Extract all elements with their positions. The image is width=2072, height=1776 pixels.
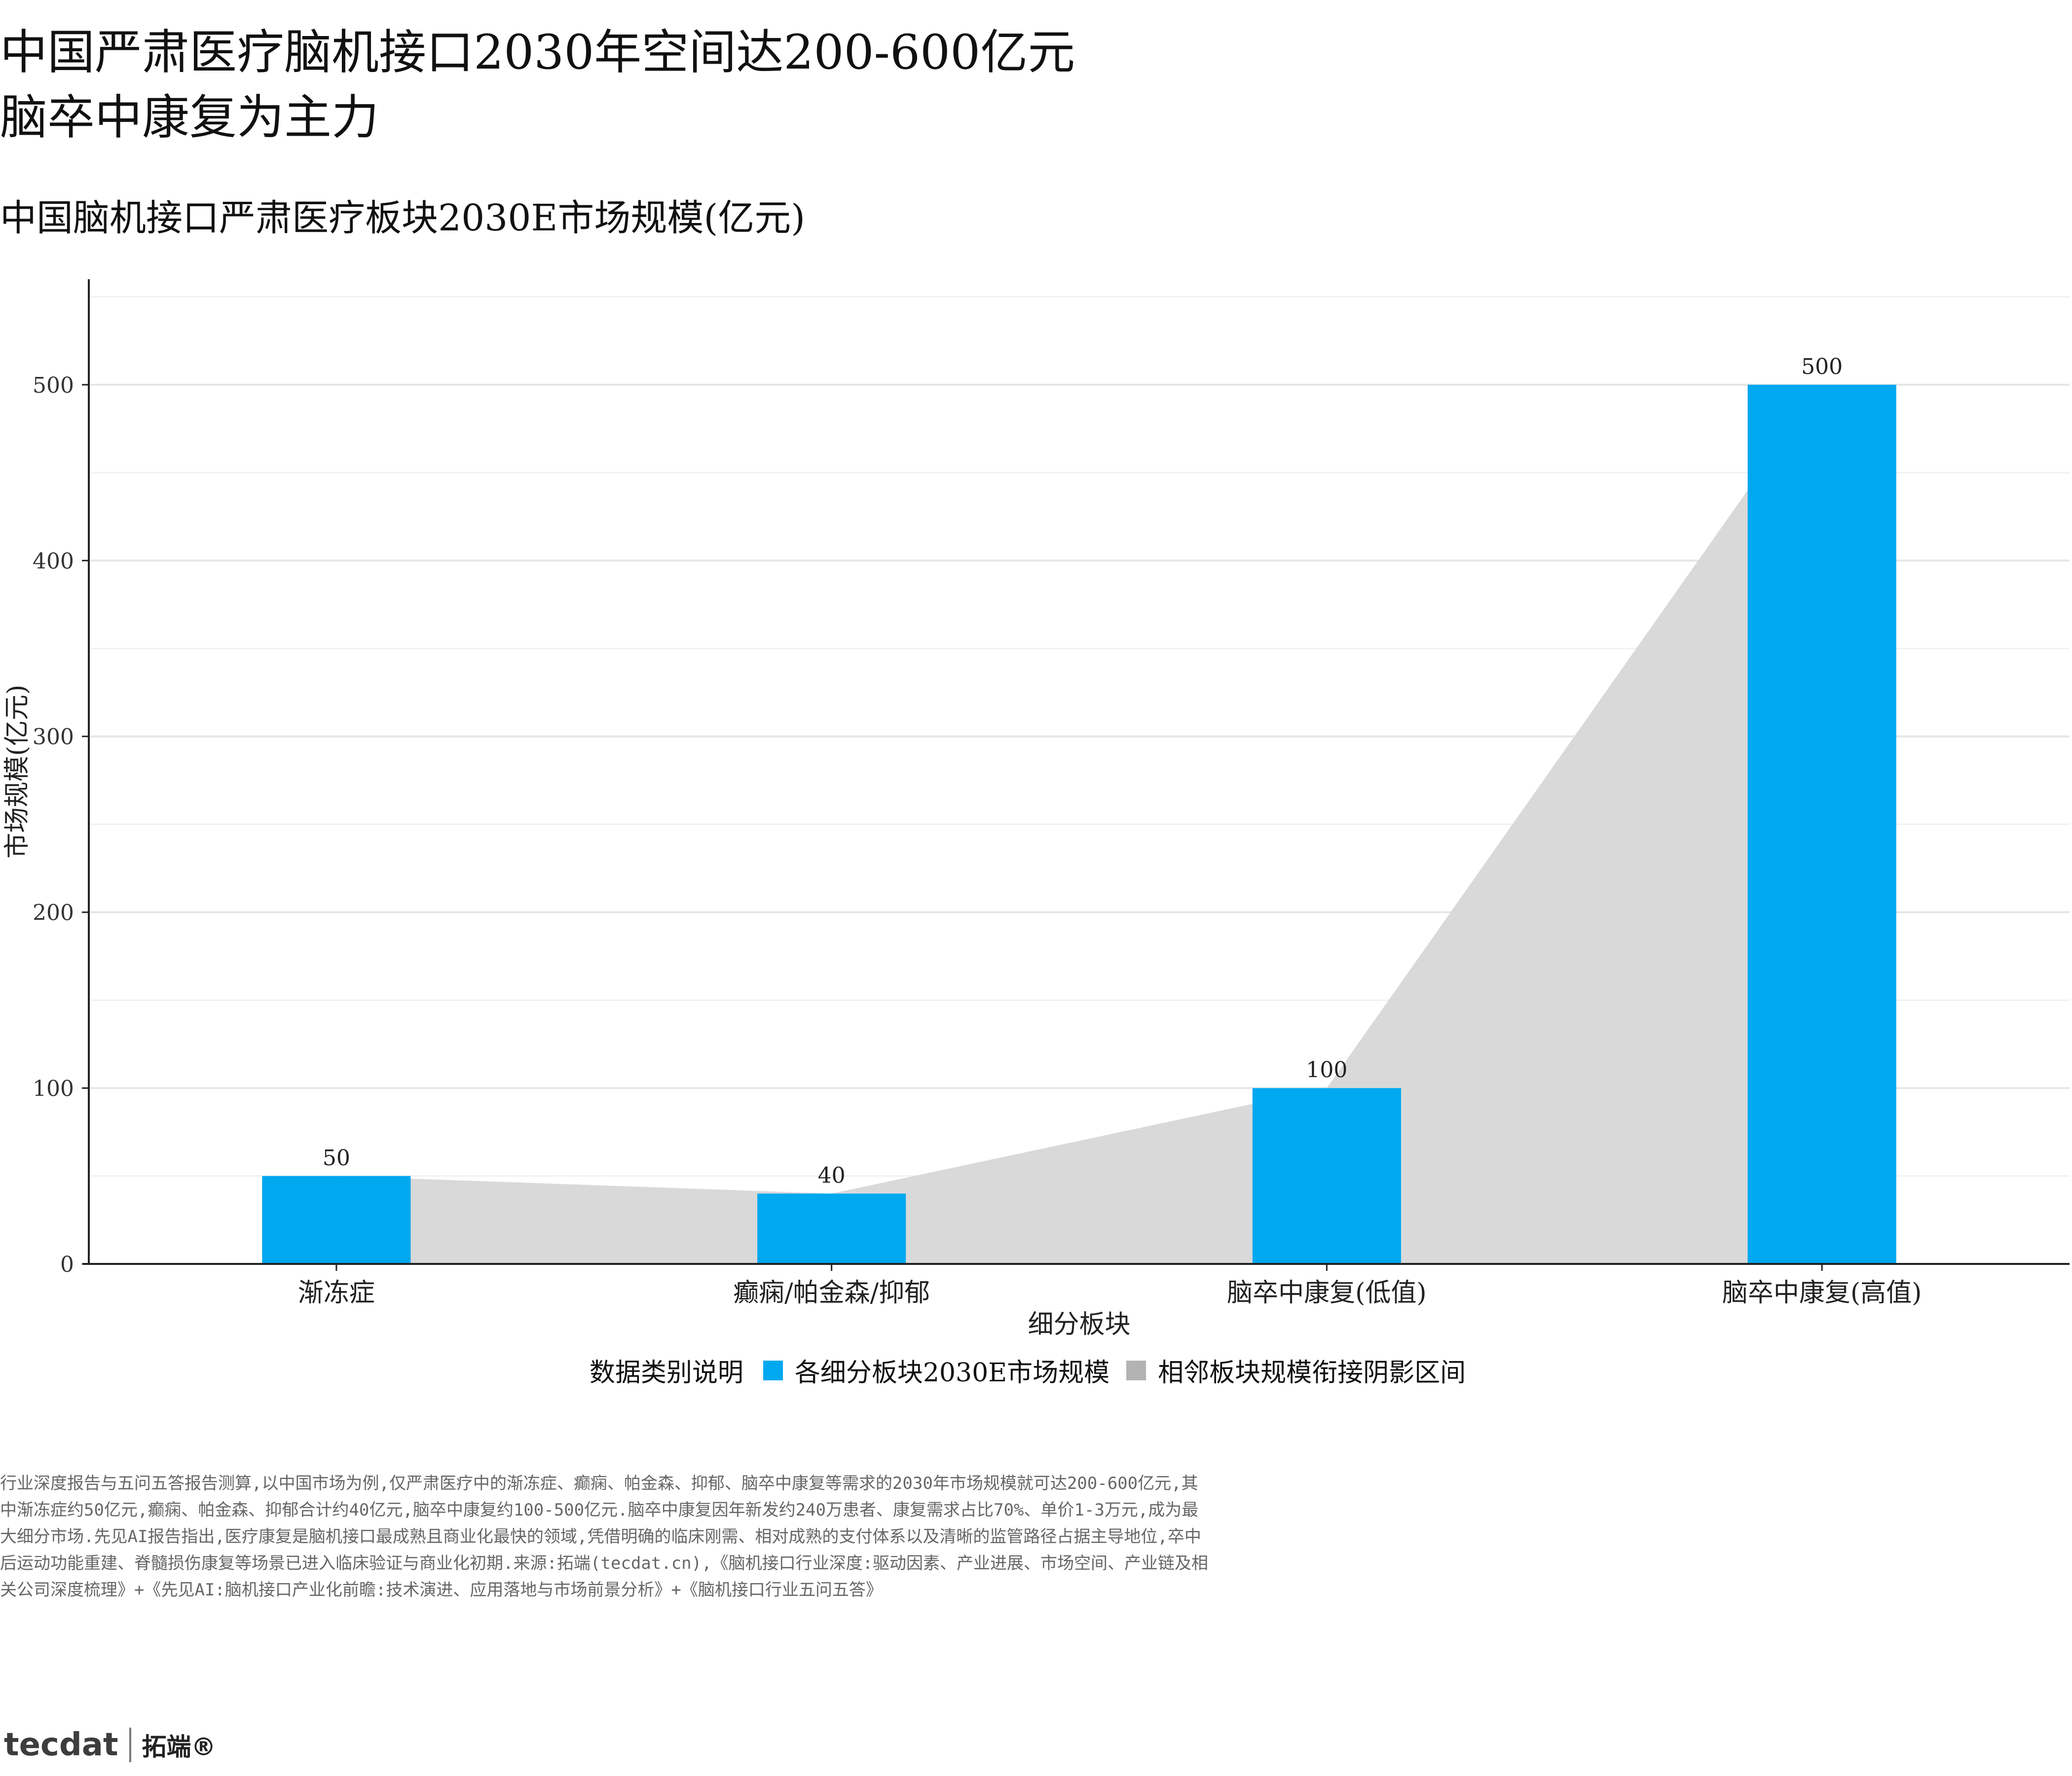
data-label-2: 100 [1306,1058,1347,1083]
shade-area [336,384,1822,1264]
bar-3 [1747,384,1896,1264]
y-axis-label: 市场规模(亿元) [2,685,32,859]
x-tick-label: 脑卒中康复(低值) [1227,1278,1427,1308]
legend-label-shade: 相邻板块规模衔接阴影区间 [1158,1358,1466,1388]
data-label-3: 500 [1801,354,1843,379]
legend-label-bars: 各细分板块2030E市场规模 [794,1358,1110,1388]
legend-title: 数据类别说明 [589,1358,743,1388]
x-tick-label: 脑卒中康复(高值) [1722,1278,1922,1308]
bar-0 [262,1176,411,1264]
shade-area-layer [336,384,1822,1264]
legend-swatch-bars [763,1360,783,1380]
legend-item-shade: 相邻板块规模衔接阴影区间 [1126,1352,1466,1389]
legend-swatch-shade [1126,1360,1147,1380]
bar-chart: 50 40 100 500 0 100 200 300 400 500 渐冻症 癫痫/帕金森/抑郁 脑… [2,279,2070,1339]
y-tick-label: 0 [60,1252,74,1277]
y-tick-label: 200 [33,900,74,925]
x-axis-label: 细分板块 [1028,1310,1130,1339]
bar-1 [757,1193,906,1264]
data-labels-layer: 50 40 100 500 [323,354,1843,1188]
legend: 数据类别说明 各细分板块2030E市场规模 相邻板块规模衔接阴影区间 [0,1352,2072,1389]
bar-2 [1252,1088,1401,1264]
brand-logo: tecdat 拓端® [4,1727,216,1763]
y-tick-label: 500 [33,373,74,398]
logo-divider [129,1728,131,1762]
logo-text: 拓端® [142,1733,216,1761]
axes-layer: 0 100 200 300 400 500 渐冻症 癫痫/帕金森/抑郁 脑卒中康复(低值) 脑卒中… [2,279,2070,1339]
y-tick-label: 300 [33,725,74,750]
x-tick-label: 渐冻症 [298,1278,375,1308]
logo-mark: tecdat [4,1727,118,1763]
footnote: 行业深度报告与五问五答报告测算,以中国市场为例,仅严肃医疗中的渐冻症、癫痫、帕金… [0,1474,1209,1600]
y-tick-label: 400 [33,549,74,574]
page-title: 中国严肃医疗脑机接口2030年空间达200-600亿元脑卒中康复为主力 [0,25,1075,145]
legend-item-bars: 各细分板块2030E市场规模 [763,1352,1110,1389]
chart-subtitle: 中国脑机接口严肃医疗板块2030E市场规模(亿元) [0,197,806,239]
data-label-0: 50 [323,1146,350,1171]
y-tick-label: 100 [33,1076,74,1102]
bars-layer [262,384,1896,1264]
x-tick-label: 癫痫/帕金森/抑郁 [733,1278,930,1308]
data-label-1: 40 [818,1163,846,1188]
